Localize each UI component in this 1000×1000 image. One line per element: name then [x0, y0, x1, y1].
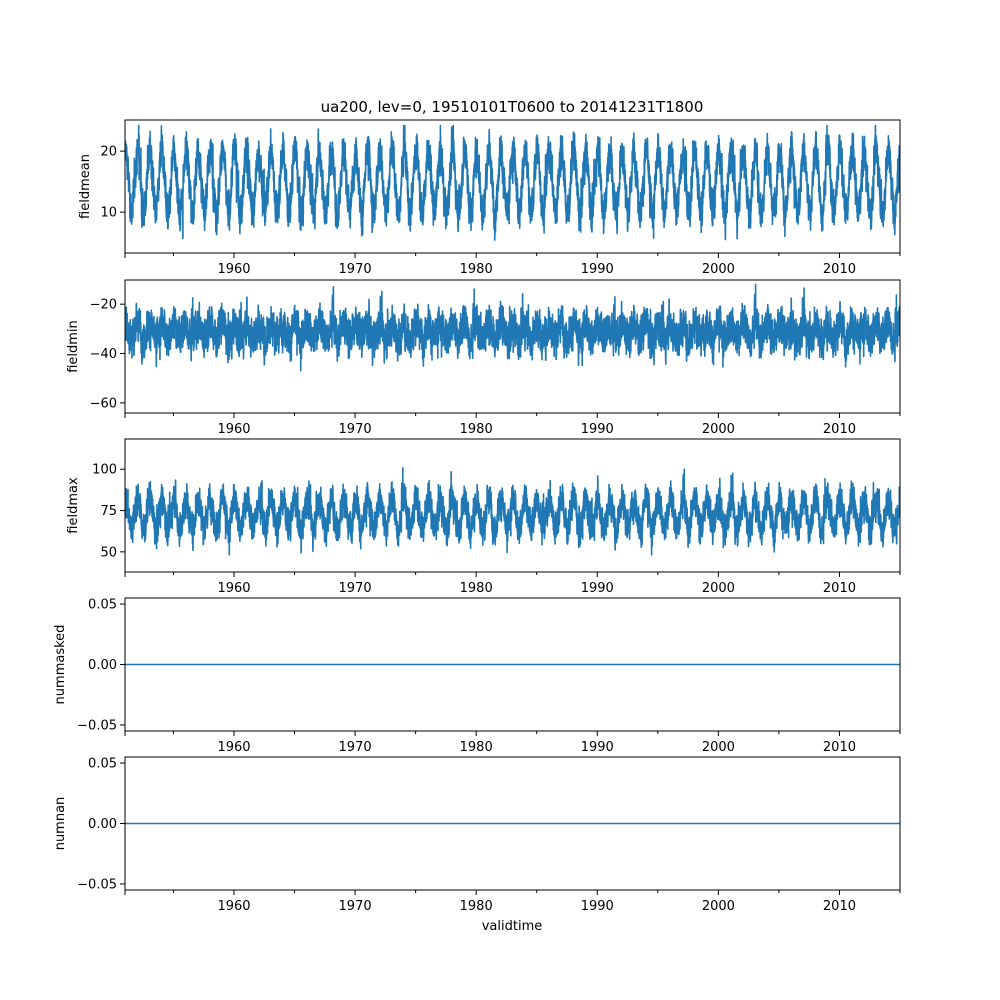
x-tick-label: 1990 — [581, 262, 614, 277]
x-tick-label: 2000 — [702, 899, 735, 914]
x-tick-label: 1980 — [460, 581, 493, 596]
y-axis-label: nummasked — [53, 625, 68, 705]
x-tick-label: 2010 — [823, 581, 856, 596]
x-tick-label: 2010 — [823, 899, 856, 914]
series-line-fieldmin — [125, 283, 900, 372]
subplot-fieldmin: 1960 1970 1980 1990 2000 2010 −60 −40 −20 fieldmi… — [66, 279, 901, 437]
x-tick-label: 2000 — [702, 740, 735, 755]
y-tick-label: 75 — [100, 504, 117, 519]
y-tick-label: 0.05 — [88, 598, 117, 613]
y-tick-label: 0.05 — [88, 757, 117, 772]
x-tick-label: 1980 — [460, 899, 493, 914]
y-tick-label: 100 — [92, 463, 117, 478]
subplot-fieldmax: 1960 1970 1980 1990 2000 2010 50 75 100 fieldmax — [66, 438, 901, 596]
y-axis-label: numnan — [53, 797, 68, 851]
x-tick-label: 2000 — [702, 422, 735, 437]
x-tick-label: 1990 — [581, 422, 614, 437]
x-tick-label: 2010 — [823, 740, 856, 755]
y-tick-label: 20 — [100, 145, 117, 160]
x-tick-label: 1990 — [581, 899, 614, 914]
series-line-fieldmean — [125, 124, 900, 241]
y-tick-label: 0.00 — [88, 658, 117, 673]
x-tick-label: 1980 — [460, 422, 493, 437]
x-tick-label: 1960 — [217, 422, 250, 437]
x-tick-label: 2000 — [702, 581, 735, 596]
x-axis-label: validtime — [482, 919, 543, 934]
x-tick-label: 1990 — [581, 740, 614, 755]
y-axis-label: fieldmax — [66, 477, 81, 534]
subplot-numnan: 1960 1970 1980 1990 2000 2010 −0.05 0.00 0.05 num… — [53, 756, 901, 914]
x-tick-label: 2000 — [702, 262, 735, 277]
x-tick-label: 2010 — [823, 262, 856, 277]
x-tick-label: 1970 — [339, 262, 372, 277]
y-tick-label: 0.00 — [88, 817, 117, 832]
x-tick-label: 1970 — [339, 740, 372, 755]
subplot-fieldmean: 1960 1970 1980 1990 2000 2010 10 20 fieldmean — [78, 119, 901, 277]
x-tick-label: 1980 — [460, 262, 493, 277]
x-tick-label: 1970 — [339, 422, 372, 437]
y-tick-label: 10 — [100, 206, 117, 221]
axes-frame — [124, 438, 901, 573]
x-tick-label: 1980 — [460, 740, 493, 755]
x-tick-label: 1990 — [581, 581, 614, 596]
series-line-fieldmax — [125, 467, 900, 556]
x-tick-label: 1960 — [217, 581, 250, 596]
x-tick-label: 2010 — [823, 422, 856, 437]
x-tick-label: 1970 — [339, 899, 372, 914]
y-tick-label: −40 — [90, 347, 117, 362]
subplot-nummasked: 1960 1970 1980 1990 2000 2010 −0.05 0.00 0.05 num… — [53, 597, 901, 755]
y-tick-label: −60 — [90, 396, 117, 411]
x-tick-label: 1960 — [217, 899, 250, 914]
y-axis-label: fieldmin — [66, 320, 81, 373]
y-tick-label: −20 — [90, 298, 117, 313]
chart-title: ua200, lev=0, 19510101T0600 to 20141231T… — [321, 98, 704, 116]
y-tick-label: 50 — [100, 545, 117, 560]
y-axis-label: fieldmean — [78, 154, 93, 219]
axes-frame — [124, 119, 901, 254]
x-tick-label: 1960 — [217, 262, 250, 277]
x-tick-label: 1970 — [339, 581, 372, 596]
y-tick-label: −0.05 — [77, 718, 117, 733]
axes-frame — [124, 279, 901, 414]
x-tick-label: 1960 — [217, 740, 250, 755]
y-tick-label: −0.05 — [77, 877, 117, 892]
